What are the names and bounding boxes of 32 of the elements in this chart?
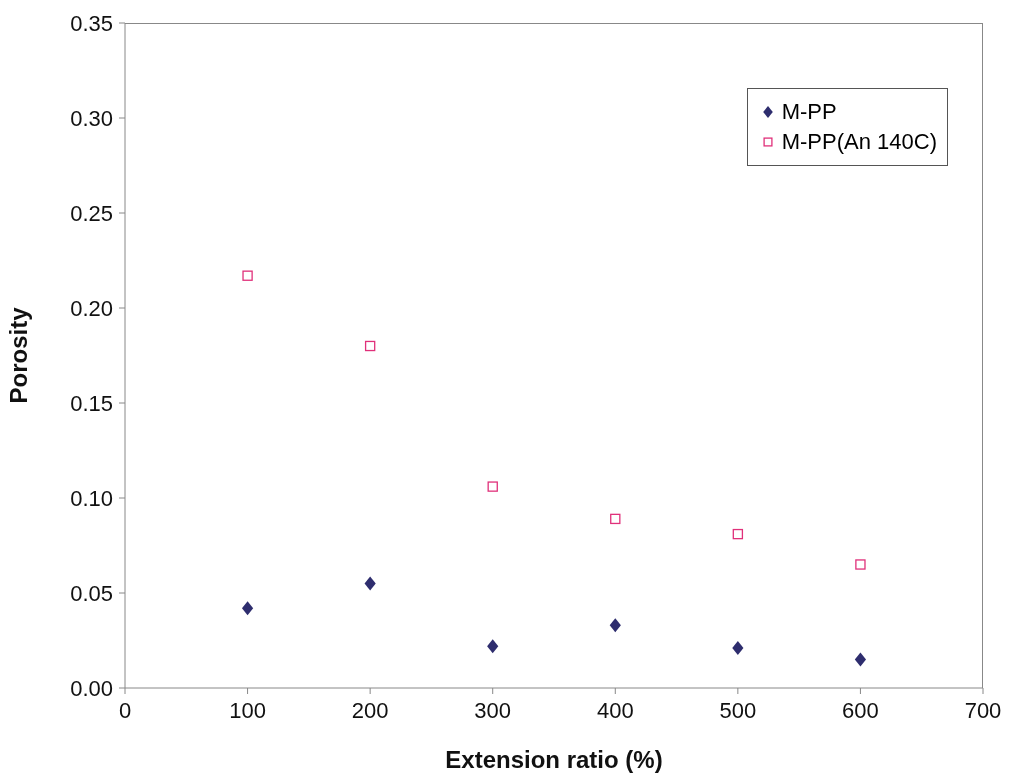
x-tick-label: 200 xyxy=(351,697,389,723)
point xyxy=(241,601,254,616)
y-tick-label: 0.15 xyxy=(70,390,113,416)
x-tick-label: 600 xyxy=(842,697,879,723)
y-tick-label: 0.35 xyxy=(70,10,113,36)
x-axis-title: Extension ratio (%) xyxy=(445,746,663,773)
x-tick-label: 500 xyxy=(719,697,757,723)
point xyxy=(242,270,253,281)
y-tick-label: 0.20 xyxy=(70,295,113,321)
point xyxy=(487,481,498,492)
point xyxy=(854,652,867,667)
point xyxy=(732,641,744,656)
x-tick-label: 0 xyxy=(118,697,132,723)
point xyxy=(855,559,866,570)
point xyxy=(732,528,744,540)
y-tick-label: 0.10 xyxy=(70,485,113,511)
x-tick-label: 100 xyxy=(229,697,266,723)
point xyxy=(364,576,376,591)
x-tick-label: 700 xyxy=(964,697,1002,723)
x-tick-label: 300 xyxy=(474,697,512,723)
x-tick-label: 400 xyxy=(596,697,634,723)
point xyxy=(610,513,621,525)
point xyxy=(364,340,376,352)
y-tick-label: 0.05 xyxy=(70,580,113,606)
y-tick-label: 0.00 xyxy=(70,675,113,701)
point xyxy=(487,639,499,654)
legend-label: M-PP(An 140C) xyxy=(781,129,937,155)
point xyxy=(609,618,621,633)
y-tick-label: 0.30 xyxy=(70,105,113,131)
legend-label: M-PP xyxy=(781,99,837,125)
y-tick-label: 0.25 xyxy=(70,200,113,226)
y-axis-title: Porosity xyxy=(4,306,32,404)
